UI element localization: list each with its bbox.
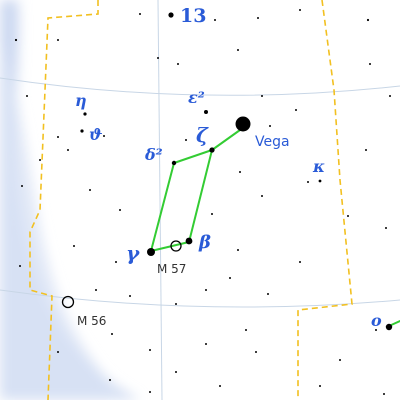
star-omicron (385, 323, 393, 331)
label-kappa: κ (312, 157, 325, 176)
label-omicron: o (371, 311, 382, 330)
star-13 (168, 12, 174, 18)
boundary-right (297, 0, 353, 400)
constellation-boundary (29, 0, 353, 400)
star-vega (235, 116, 251, 132)
named-stars (80, 12, 393, 331)
declination-line-upper (0, 77, 400, 96)
label-13: 13 (180, 5, 206, 27)
label-m56: M 56 (77, 314, 106, 328)
label-gamma: γ (126, 241, 140, 265)
star-kappa (318, 179, 322, 183)
boundary-left (29, 0, 99, 400)
right-ascension-line (157, 0, 163, 400)
label-zeta: ζ (196, 123, 209, 147)
label-delta2: δ² (144, 145, 163, 164)
label-m57: M 57 (157, 262, 186, 276)
m57-marker (170, 240, 182, 252)
label-theta: ϑ (89, 125, 103, 144)
background-stars (14, 9, 391, 395)
deep-sky-objects (61, 240, 182, 309)
star-zeta (209, 147, 215, 153)
star-eta (83, 112, 87, 116)
milky-way-haze-outer (0, 40, 130, 400)
constellation-figure (150, 129, 400, 327)
m56-marker (61, 295, 75, 309)
label-beta: β (198, 232, 211, 253)
star-epsilon2 (204, 110, 208, 114)
star-delta2 (171, 160, 177, 166)
figure-line-zeta-beta (188, 149, 213, 243)
figure-line-gamma-beta (150, 241, 190, 252)
star-theta (80, 129, 84, 133)
label-vega: Vega (255, 134, 290, 150)
figure-line-zeta-vega (211, 129, 241, 151)
label-eta: η (75, 91, 87, 110)
figure-line-zeta-delta (173, 149, 213, 164)
star-beta (185, 237, 193, 245)
milky-way-region (0, 0, 140, 400)
label-epsilon2: ε² (188, 88, 205, 107)
star-gamma (147, 248, 155, 256)
figure-line-delta-gamma (150, 162, 175, 252)
